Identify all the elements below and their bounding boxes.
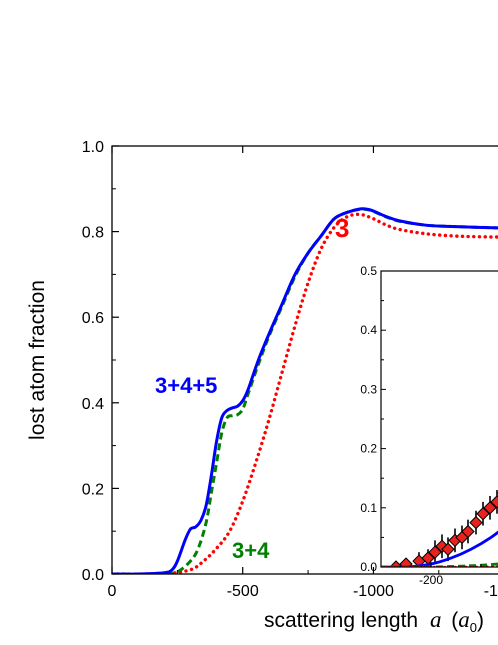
inset-plot: 3+ -200-3000.00.10.20.30.40.5 xyxy=(360,264,498,587)
x-axis-title-text: scattering length xyxy=(264,609,418,632)
x-axis-unit: a xyxy=(458,607,470,632)
y-tick-label: 0.6 xyxy=(82,310,104,327)
series-line-3 xyxy=(112,212,498,574)
inset-x-tick-label: -200 xyxy=(419,573,443,587)
y-tick-label: 0.2 xyxy=(82,481,104,498)
data-point-marker xyxy=(428,545,442,559)
main-plot: 0 -500 -1000 -1500 0.0 0.2 0.4 0.6 0.8 1.0 3+4+5 3… xyxy=(82,139,498,600)
y-tick-label: 0.0 xyxy=(82,567,104,584)
x-axis-symbol: a xyxy=(430,607,442,632)
series-label-3-4-5: 3+4+5 xyxy=(155,373,217,398)
inset-series-line xyxy=(381,530,498,567)
x-axis-paren-close: ) xyxy=(477,609,484,632)
series-label-3: 3 xyxy=(335,213,349,243)
y-tick-label: 1.0 xyxy=(82,139,104,156)
data-point-marker xyxy=(476,507,490,521)
inset-background xyxy=(381,271,498,567)
inset-y-tick-label: 0.0 xyxy=(360,560,377,574)
data-point-marker xyxy=(399,557,413,567)
inset-y-tick-label: 0.2 xyxy=(360,442,377,456)
x-tick-label: -1000 xyxy=(353,583,394,600)
x-tick-label: -500 xyxy=(227,583,259,600)
y-tick-label: 0.4 xyxy=(82,396,104,413)
x-axis-paren-open: ( xyxy=(451,609,458,632)
data-point-marker xyxy=(461,524,475,539)
x-axis-unit-sub: 0 xyxy=(470,620,477,635)
x-tick-label: 0 xyxy=(108,583,117,600)
inset-y-tick-label: 0.5 xyxy=(360,264,377,278)
inset-y-tick-label: 0.4 xyxy=(360,323,377,337)
data-point-marker xyxy=(483,501,497,515)
inset-y-tick-label: 0.3 xyxy=(360,382,377,396)
data-point-marker xyxy=(441,542,455,556)
y-axis-title: lost atom fraction xyxy=(26,280,49,440)
x-axis-title: scattering length a (a0) xyxy=(264,607,484,635)
data-point-marker xyxy=(389,560,403,567)
series-line-3-4-5 xyxy=(112,207,498,574)
inset-y-tick-label: 0.1 xyxy=(360,501,377,515)
y-tick-label: 0.8 xyxy=(82,225,104,242)
series-label-3-4: 3+4 xyxy=(232,538,270,563)
data-point-marker xyxy=(469,515,483,530)
data-point-marker xyxy=(490,495,498,509)
x-tick-label: -1500 xyxy=(484,583,498,600)
